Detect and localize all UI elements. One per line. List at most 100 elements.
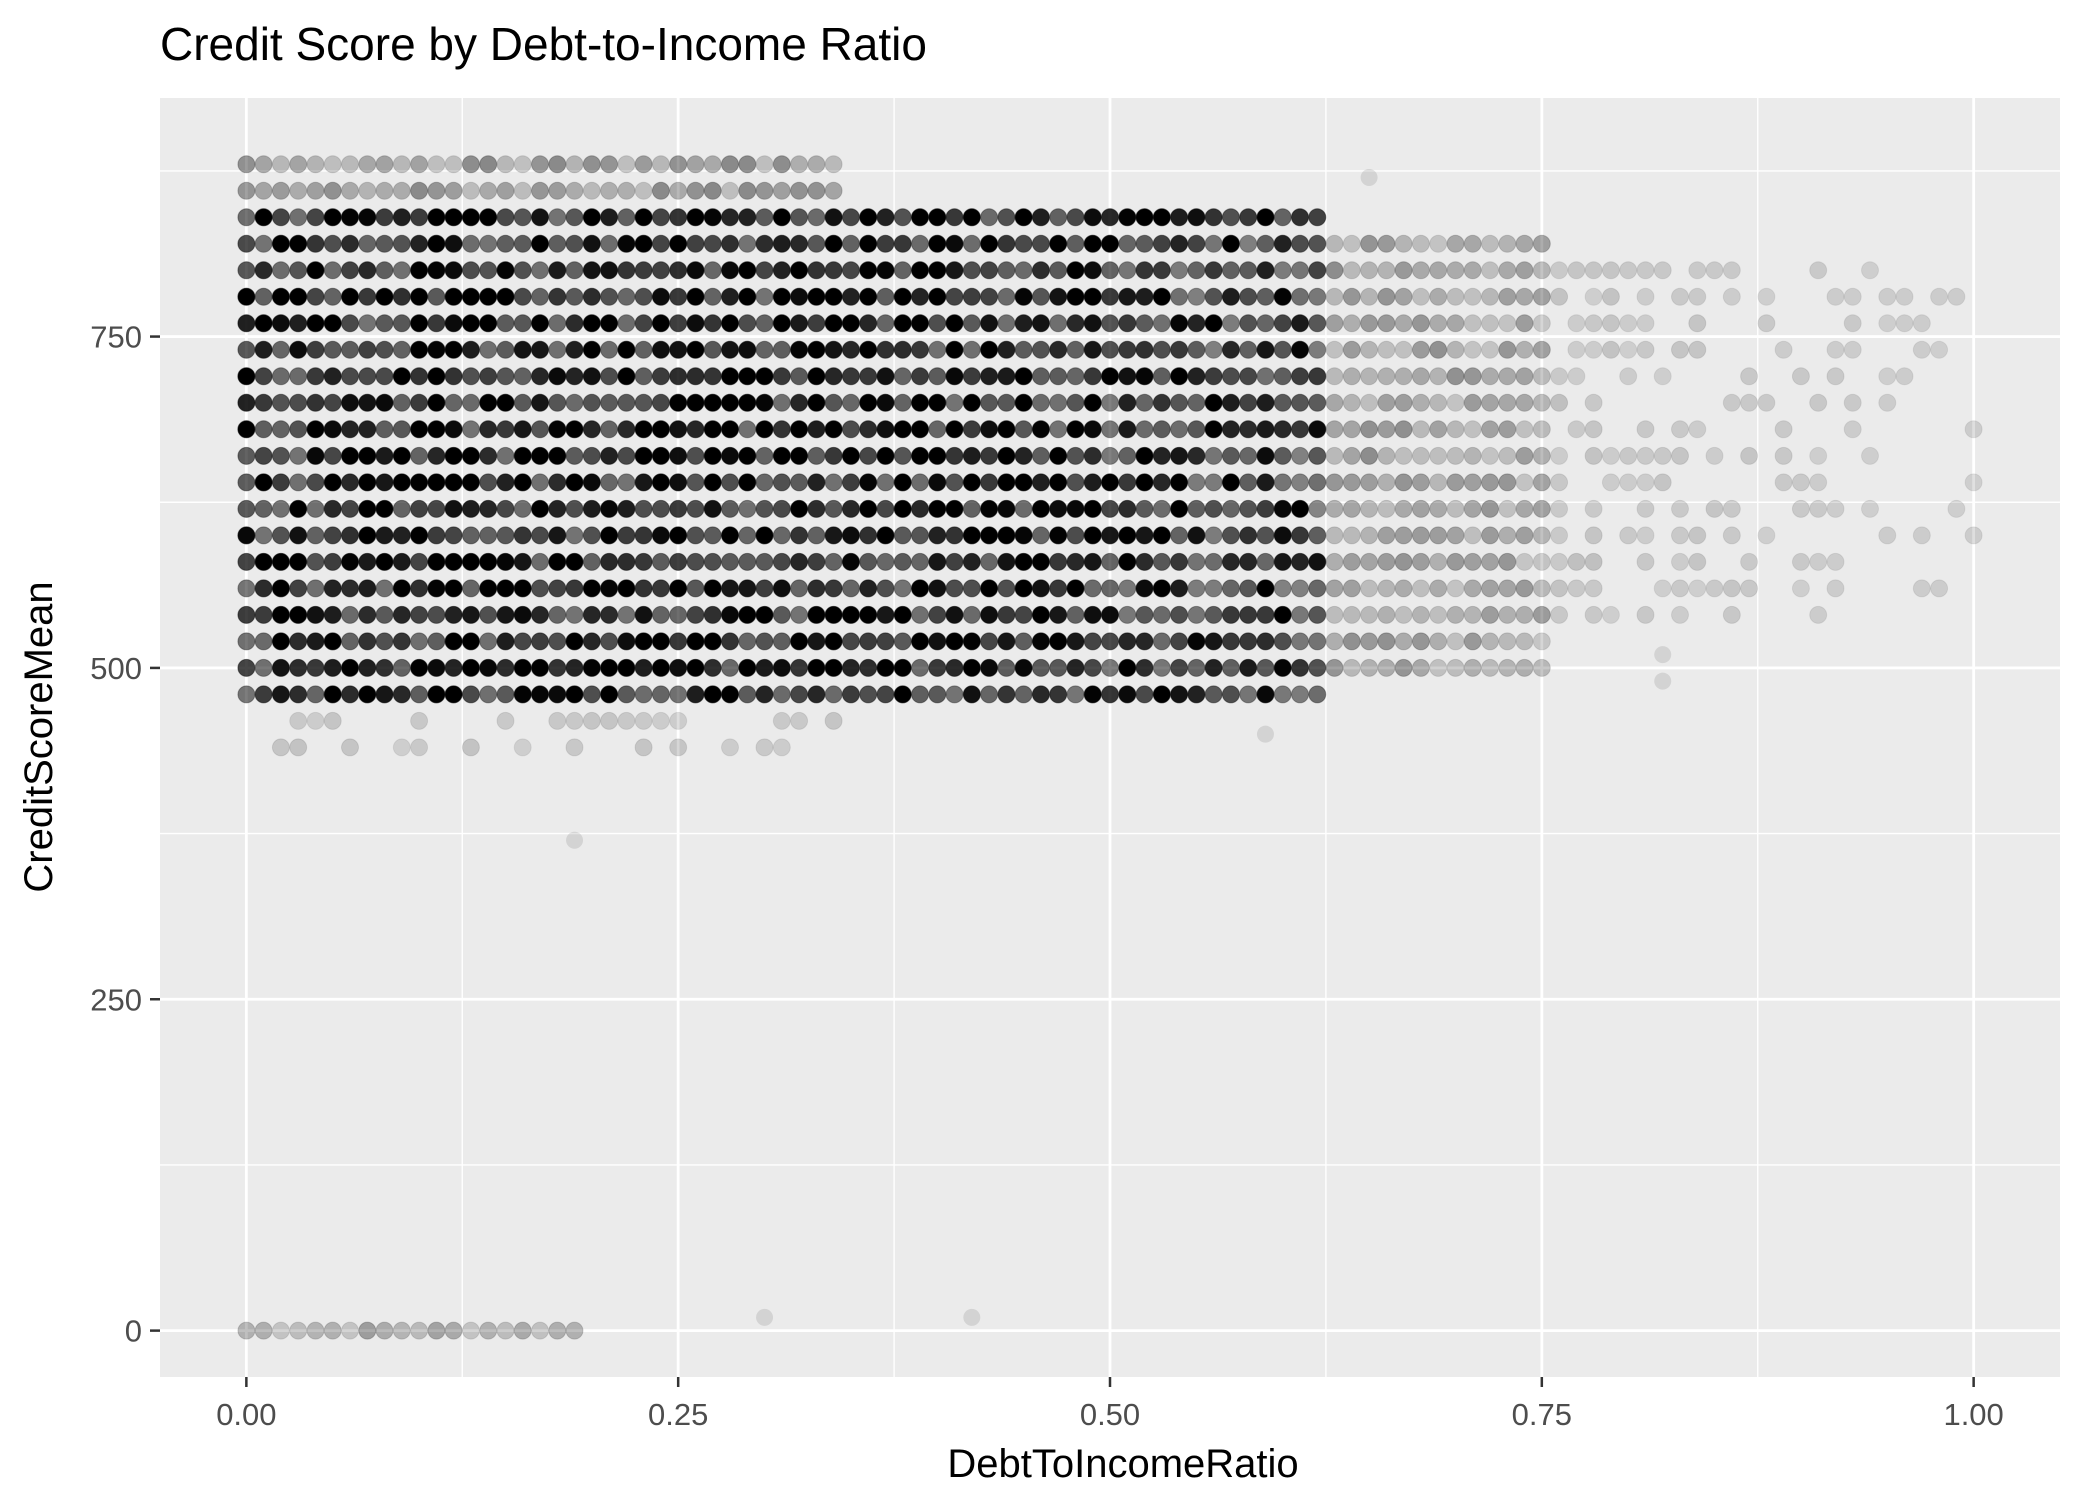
data-point: [1187, 234, 1206, 253]
data-point: [410, 579, 429, 598]
data-point: [1550, 552, 1569, 571]
data-point: [1273, 658, 1292, 677]
data-point: [1152, 340, 1171, 359]
data-point: [375, 579, 394, 598]
data-point: [582, 393, 601, 412]
data-point: [341, 393, 359, 412]
data-point: [1532, 234, 1551, 253]
data-point: [1308, 605, 1327, 624]
data-point: [427, 579, 446, 598]
data-point: [565, 1321, 584, 1340]
data-point: [703, 287, 722, 306]
data-point: [392, 526, 411, 545]
data-point: [1429, 446, 1448, 465]
data-point: [1291, 499, 1309, 518]
data-point: [1221, 499, 1240, 518]
data-point: [772, 420, 791, 439]
data-point: [634, 526, 653, 545]
data-point: [1066, 473, 1085, 492]
data-point: [824, 446, 843, 465]
data-point: [1515, 446, 1534, 465]
data-point: [600, 367, 619, 386]
data-point: [859, 552, 878, 571]
data-point: [1688, 579, 1707, 598]
data-point: [1049, 208, 1068, 227]
data-point: [1411, 234, 1430, 253]
data-point: [686, 605, 705, 624]
data-point: [1446, 605, 1465, 624]
data-point: [358, 526, 377, 545]
data-point: [1394, 261, 1413, 280]
data-point: [962, 473, 981, 492]
data-point: [600, 181, 619, 200]
data-point: [893, 287, 912, 306]
data-point: [1049, 446, 1068, 465]
data-point: [1515, 473, 1534, 492]
data-point: [565, 261, 584, 280]
data-point: [271, 658, 290, 677]
data-point: [289, 287, 308, 306]
data-point: [1481, 393, 1499, 412]
data-point: [427, 552, 446, 571]
data-point: [1429, 605, 1448, 624]
data-point: [410, 738, 429, 757]
data-point: [824, 340, 843, 359]
data-point: [945, 314, 964, 333]
data-point: [1170, 499, 1189, 518]
data-point: [444, 632, 463, 651]
data-point: [1135, 393, 1154, 412]
data-point: [237, 685, 256, 704]
data-point: [1532, 499, 1551, 518]
data-point: [289, 552, 308, 571]
data-point: [341, 473, 359, 492]
data-point: [496, 632, 515, 651]
data-point: [1031, 287, 1050, 306]
data-point: [807, 314, 826, 333]
data-point: [1878, 526, 1897, 545]
data-point: [790, 367, 809, 386]
data-point: [1377, 367, 1396, 386]
data-point: [962, 340, 981, 359]
data-point: [841, 393, 860, 412]
data-point: [911, 632, 929, 651]
data-point: [928, 499, 947, 518]
data-point: [600, 340, 619, 359]
data-point: [651, 420, 670, 439]
data-point: [790, 632, 809, 651]
data-point: [1239, 208, 1258, 227]
data-point: [634, 234, 653, 253]
data-point: [1014, 658, 1033, 677]
data-point: [496, 658, 515, 677]
data-point: [254, 579, 273, 598]
data-point: [392, 605, 411, 624]
data-point: [461, 473, 480, 492]
data-point: [1498, 261, 1517, 280]
data-point: [1498, 367, 1517, 386]
data-point: [1429, 526, 1448, 545]
data-point: [1066, 393, 1085, 412]
data-point: [1791, 579, 1810, 598]
data-point: [1360, 446, 1379, 465]
data-point: [531, 208, 549, 227]
data-point: [1584, 314, 1603, 333]
data-point: [1722, 287, 1741, 306]
data-point: [1619, 526, 1638, 545]
data-point: [410, 473, 429, 492]
data-point: [738, 579, 757, 598]
data-point: [565, 738, 584, 757]
data-point: [1515, 658, 1534, 677]
data-point: [686, 446, 705, 465]
data-point: [1170, 632, 1189, 651]
data-point: [341, 632, 359, 651]
data-point: [444, 420, 463, 439]
data-point: [1671, 552, 1689, 571]
data-point: [444, 393, 463, 412]
data-point: [1360, 605, 1379, 624]
data-point: [271, 579, 290, 598]
data-point: [306, 367, 325, 386]
data-point: [807, 473, 826, 492]
data-point: [772, 261, 791, 280]
data-point: [1429, 632, 1448, 651]
data-point: [703, 499, 722, 518]
data-point: [980, 208, 999, 227]
